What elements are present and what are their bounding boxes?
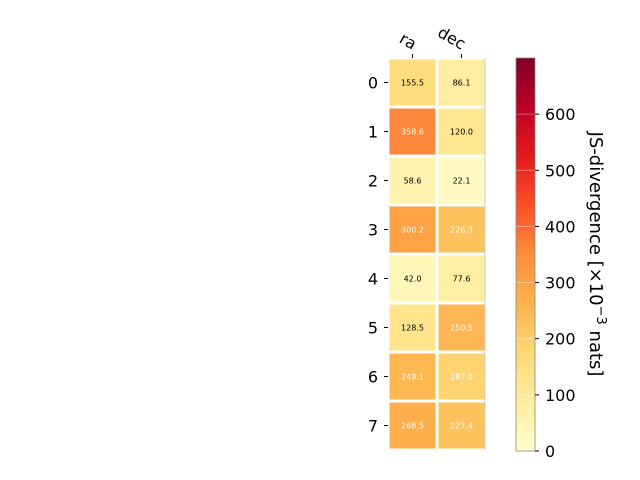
colorbar-tick-label: 500 bbox=[545, 161, 576, 180]
cell-value-label: 42.0 bbox=[404, 275, 422, 284]
colorbar-tick-label: 100 bbox=[545, 386, 576, 405]
column-labels: ra dec bbox=[396, 23, 469, 58]
row-label-0: 0 bbox=[368, 74, 378, 93]
column-label-ra: ra bbox=[396, 29, 420, 54]
cell-value-label: 155.5 bbox=[401, 79, 424, 88]
heatmap-cell-3-dec bbox=[438, 206, 485, 253]
heatmap-cell-2-dec bbox=[438, 157, 485, 204]
cell-value-label: 268.5 bbox=[401, 422, 424, 431]
colorbar-label: JS-divergence [×10−3 nats] bbox=[585, 131, 609, 377]
colorbar-gradient bbox=[516, 58, 535, 451]
colorbar-tick-label: 400 bbox=[545, 217, 576, 236]
row-label-6: 6 bbox=[368, 368, 378, 387]
cell-value-label: 300.2 bbox=[401, 226, 424, 235]
cell-value-label: 58.6 bbox=[404, 177, 422, 186]
row-label-1: 1 bbox=[368, 123, 378, 142]
heatmap-cell-7-dec bbox=[438, 402, 485, 449]
colorbar-tick-label: 0 bbox=[545, 442, 555, 461]
cell-value-label: 227.4 bbox=[450, 422, 473, 431]
colorbar: 0 100 200 300 400 500 600 bbox=[515, 57, 576, 461]
row-label-7: 7 bbox=[368, 417, 378, 436]
heatmap-cell-6-dec bbox=[438, 353, 485, 400]
heatmap-grid: 155.5 86.1 358.6 120.0 58.6 22.1 300.2 226.3 42.… bbox=[389, 58, 486, 450]
row-label-2: 2 bbox=[368, 172, 378, 191]
colorbar-tick-label: 200 bbox=[545, 330, 576, 349]
colorbar-frame bbox=[515, 57, 536, 452]
heatmap-cell-1-ra bbox=[389, 108, 436, 155]
heatmap-cell-0-dec bbox=[438, 59, 485, 106]
column-label-dec: dec bbox=[435, 23, 469, 54]
heatmap-cell-7-ra bbox=[389, 402, 436, 449]
cell-value-label: 358.6 bbox=[401, 128, 424, 137]
heatmap-cell-5-ra bbox=[389, 304, 436, 351]
heatmap-cell-2-ra bbox=[389, 157, 436, 204]
row-labels: 0 1 2 3 4 5 6 7 bbox=[368, 74, 388, 436]
heatmap-cell-4-ra bbox=[389, 255, 436, 302]
heatmap-cell-6-ra bbox=[389, 353, 436, 400]
cell-value-label: 86.1 bbox=[453, 79, 471, 88]
heatmap-cell-0-ra bbox=[389, 59, 436, 106]
cell-value-label: 128.5 bbox=[401, 324, 424, 333]
heatmap-cell-5-dec bbox=[438, 304, 485, 351]
cell-value-label: 250.5 bbox=[450, 324, 473, 333]
cell-value-label: 22.1 bbox=[453, 177, 471, 186]
row-label-3: 3 bbox=[368, 221, 378, 240]
heatmap-cell-1-dec bbox=[438, 108, 485, 155]
row-label-5: 5 bbox=[368, 319, 378, 338]
cell-value-label: 249.1 bbox=[401, 373, 424, 382]
colorbar-tick-label: 600 bbox=[545, 105, 576, 124]
cell-value-label: 187.0 bbox=[450, 373, 473, 382]
cell-value-label: 77.6 bbox=[453, 275, 471, 284]
row-label-4: 4 bbox=[368, 270, 378, 289]
heatmap-cell-4-dec bbox=[438, 255, 485, 302]
colorbar-tick-label: 300 bbox=[545, 274, 576, 293]
cell-value-label: 226.3 bbox=[450, 226, 473, 235]
heatmap-cell-3-ra bbox=[389, 206, 436, 253]
cell-value-label: 120.0 bbox=[450, 128, 473, 137]
